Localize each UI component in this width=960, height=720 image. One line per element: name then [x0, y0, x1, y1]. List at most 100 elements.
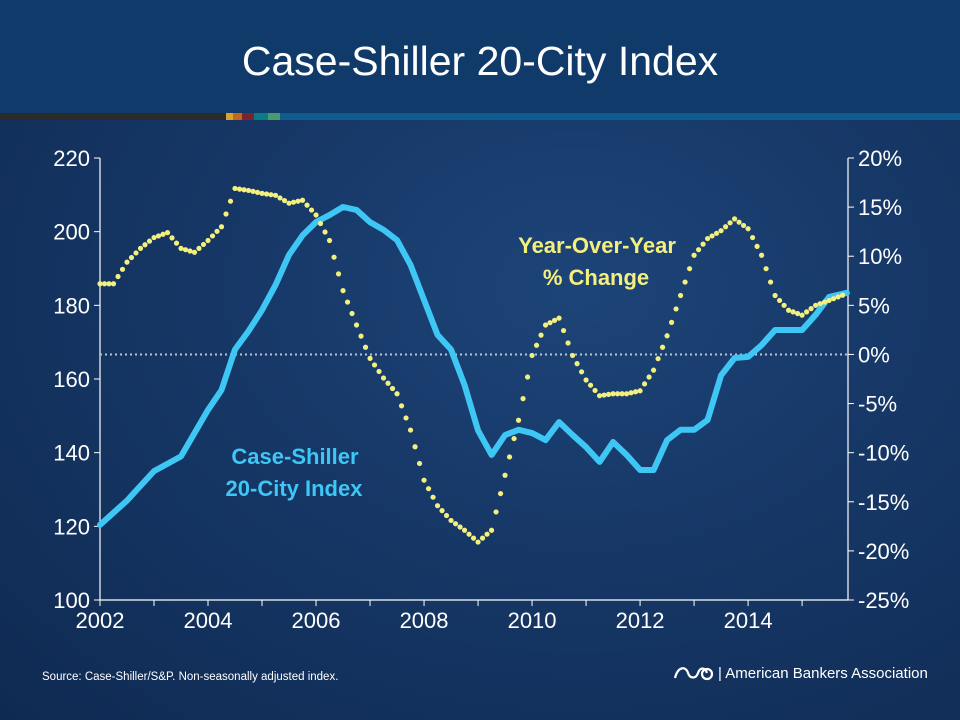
yoy-data-point — [515, 417, 522, 423]
yoy-data-point — [425, 486, 432, 492]
yoy-data-point — [475, 539, 481, 545]
yoy-data-point — [614, 391, 621, 397]
yoy-data-point — [124, 259, 130, 265]
x-tick-label: 2008 — [400, 608, 449, 633]
yoy-data-point — [745, 226, 751, 232]
yoy-data-point — [209, 233, 216, 239]
stripe-segment — [268, 113, 280, 120]
yoy-data-point — [812, 302, 819, 308]
yoy-data-point — [295, 198, 301, 204]
aba-logo-icon — [673, 667, 714, 681]
yoy-data-point — [281, 197, 288, 204]
yoy-data-point — [322, 229, 328, 235]
yoy-data-point — [106, 281, 112, 287]
yoy-data-point — [556, 315, 562, 321]
yoy-data-point — [565, 340, 571, 346]
yoy-data-point — [830, 296, 837, 302]
yoy-data-point — [709, 233, 715, 239]
yoy-data-point — [439, 508, 445, 514]
yoy-data-point — [187, 248, 193, 254]
yoy-data-point — [137, 245, 144, 251]
yoy-data-point — [542, 322, 549, 328]
yoy-data-point — [142, 242, 148, 248]
yoy-data-point — [403, 415, 409, 421]
yoy-data-point — [97, 281, 103, 287]
yoy-data-point — [358, 333, 364, 339]
yoy-data-point — [610, 391, 616, 397]
left-tick-label: 200 — [53, 220, 90, 245]
yoy-data-point — [817, 301, 823, 307]
yoy-data-point — [547, 320, 553, 326]
yoy-data-point — [340, 288, 346, 294]
yoy-data-point — [727, 220, 733, 226]
yoy-data-point — [569, 352, 576, 359]
yoy-data-point — [790, 309, 796, 315]
left-tick-label: 100 — [53, 588, 90, 613]
yoy-data-point — [749, 234, 756, 241]
yoy-data-point — [394, 391, 400, 397]
yoy-data-point — [587, 382, 594, 388]
yoy-data-point — [232, 185, 238, 192]
yoy-data-point — [479, 535, 486, 541]
yoy-data-point — [511, 435, 517, 442]
yoy-data-point — [353, 322, 360, 328]
yoy-data-point — [781, 302, 787, 308]
stripe-segment — [226, 113, 233, 120]
yoy-data-point — [713, 230, 720, 236]
yoy-data-point — [223, 211, 229, 217]
yoy-data-point — [317, 220, 324, 227]
x-tick-label: 2014 — [724, 608, 773, 633]
aba-logo-text: | American Bankers Association — [718, 664, 928, 682]
yoy-data-point — [686, 266, 693, 272]
yoy-data-point — [754, 243, 760, 249]
yoy-data-point — [763, 266, 769, 272]
yoy-data-point — [119, 266, 126, 272]
right-tick-label: -5% — [858, 392, 897, 417]
yoy-data-point — [524, 374, 531, 380]
yoy-data-point — [205, 237, 211, 244]
yoy-data-point — [178, 245, 184, 251]
right-tick-label: -25% — [858, 588, 909, 613]
index-label-line1: Case-Shiller — [231, 444, 359, 469]
yoy-data-point — [794, 310, 801, 317]
yoy-data-point — [533, 342, 540, 348]
yoy-data-point — [578, 369, 585, 375]
yoy-data-point — [700, 241, 706, 247]
yoy-data-point — [115, 273, 121, 280]
yoy-data-point — [704, 235, 711, 242]
yoy-data-point — [182, 247, 189, 253]
yoy-data-point — [250, 188, 256, 194]
yoy-data-point — [803, 309, 810, 315]
right-tick-label: 20% — [858, 146, 902, 171]
yoy-data-point — [164, 230, 171, 236]
yoy-data-point — [254, 189, 261, 195]
yoy-data-point — [664, 333, 670, 339]
right-tick-label: -10% — [858, 441, 909, 466]
yoy-data-point — [574, 361, 580, 367]
yoy-data-point — [236, 186, 243, 192]
yoy-data-point — [497, 490, 504, 497]
yoy-data-point — [407, 427, 414, 433]
yoy-data-point — [380, 375, 387, 381]
yoy-data-point — [646, 374, 652, 380]
yoy-data-point — [263, 191, 270, 197]
yoy-data-point — [200, 241, 207, 248]
yoy-data-point — [538, 332, 544, 338]
yoy-data-point — [371, 362, 378, 368]
yoy-data-point — [362, 344, 369, 350]
yoy-data-point — [736, 219, 742, 225]
left-tick-label: 140 — [53, 441, 90, 466]
yoy-data-point — [623, 391, 630, 397]
yoy-data-point — [677, 292, 684, 299]
yoy-data-point — [673, 306, 679, 312]
left-tick-label: 180 — [53, 293, 90, 318]
index-label-line2: 20-City Index — [226, 476, 364, 501]
yoy-data-point — [443, 512, 450, 519]
yoy-data-point — [772, 292, 778, 299]
yoy-data-point — [110, 281, 117, 287]
yoy-data-point — [592, 387, 598, 394]
x-tick-label: 2006 — [292, 608, 341, 633]
x-tick-label: 2004 — [184, 608, 233, 633]
yoy-data-point — [290, 199, 297, 205]
